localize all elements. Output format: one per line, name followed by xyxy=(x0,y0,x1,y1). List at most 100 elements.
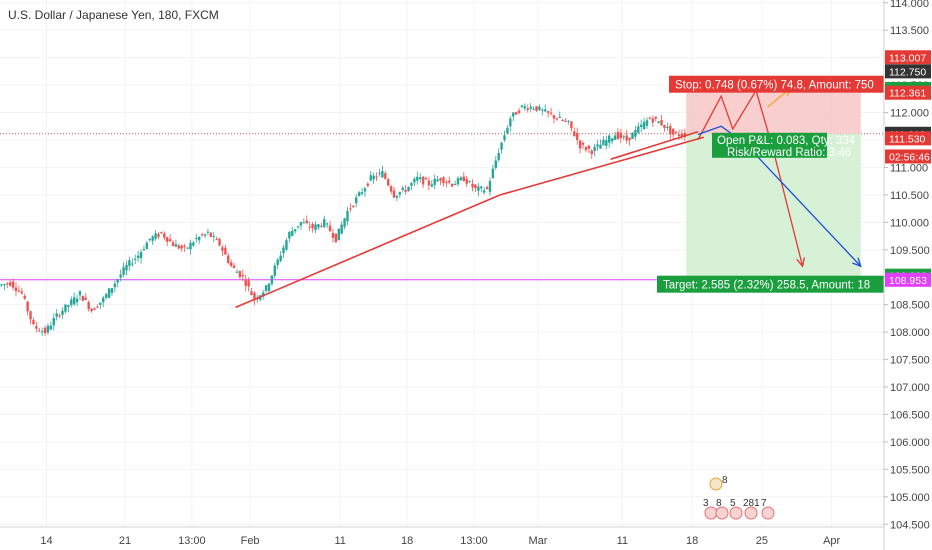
candle-body xyxy=(436,179,439,182)
y-tick-label: 105.000 xyxy=(890,492,930,504)
candle-body xyxy=(576,132,579,141)
candle-body xyxy=(203,234,207,236)
candle-body xyxy=(122,267,125,275)
y-tick-label: 110.500 xyxy=(890,190,929,202)
candle-body xyxy=(488,181,492,192)
candle-body xyxy=(387,179,390,186)
trendline xyxy=(235,194,501,309)
candle-body xyxy=(512,112,515,117)
candle-body xyxy=(293,229,297,232)
candle-body xyxy=(448,180,451,183)
candle-body xyxy=(267,283,271,291)
y-tick-label: 105.500 xyxy=(890,464,930,476)
candle-body xyxy=(384,173,387,179)
candle-body xyxy=(355,197,358,204)
candle-body xyxy=(683,132,687,138)
candle-body xyxy=(532,108,535,110)
candle-body xyxy=(642,121,646,129)
candle-body xyxy=(244,279,247,286)
event-marker-dot xyxy=(744,506,758,520)
candle-body xyxy=(485,187,489,189)
candle-body xyxy=(209,232,213,237)
candle-body xyxy=(113,283,117,288)
event-markers[interactable]: 83 8 5 281 7 xyxy=(703,475,775,520)
candle-body xyxy=(520,105,524,107)
candle-body xyxy=(418,177,422,180)
candle-body xyxy=(3,284,6,286)
candle-body xyxy=(581,143,585,145)
position-tool[interactable] xyxy=(686,92,861,276)
candle-body xyxy=(229,262,233,267)
candle-body xyxy=(616,131,620,139)
candle-body xyxy=(58,315,61,317)
x-tick-label: Mar xyxy=(528,535,547,547)
event-marker-dot xyxy=(715,506,729,520)
event-marker-flag xyxy=(709,477,723,491)
candle-body xyxy=(404,189,407,192)
candle-body xyxy=(663,124,666,129)
candle-body xyxy=(639,124,643,127)
price-badge xyxy=(885,85,931,100)
candle-body xyxy=(32,320,35,325)
stop-zone xyxy=(686,92,861,134)
candle-body xyxy=(93,308,96,310)
candle-body xyxy=(87,301,90,309)
projection-line xyxy=(697,88,804,267)
candle-body xyxy=(648,118,652,120)
candle-body xyxy=(171,242,175,247)
stop-label-box xyxy=(669,75,884,93)
candle-body xyxy=(23,295,26,299)
candle-body xyxy=(529,106,532,109)
candle-body xyxy=(70,299,73,305)
candle-body xyxy=(357,192,361,196)
candle-body xyxy=(352,205,355,207)
y-tick-label: 113.500 xyxy=(890,25,929,37)
candle-body xyxy=(398,192,402,195)
candle-body xyxy=(491,168,495,178)
pnl-label: Open P&L: 0.083, Qty: 334 xyxy=(717,135,856,147)
candle-body xyxy=(221,247,224,251)
candle-body xyxy=(183,245,186,247)
candle-body xyxy=(40,331,44,333)
y-tick-label: 106.000 xyxy=(890,437,930,449)
event-marker-label: 7 xyxy=(761,498,767,509)
x-tick-label: 11 xyxy=(335,535,346,547)
candle-body xyxy=(450,183,454,187)
y-tick-label: 107.000 xyxy=(890,382,930,394)
candle-body xyxy=(389,186,393,192)
x-axis[interactable]: 14 21 13:00 Feb 11 18 13:00 Mar 11 18 25 Apr xyxy=(40,535,840,547)
candle-body xyxy=(320,225,323,227)
trendlines[interactable] xyxy=(235,130,704,309)
candle-body xyxy=(308,226,311,228)
event-marker-label: 8 xyxy=(716,498,722,509)
candle-body xyxy=(311,224,314,229)
trendline xyxy=(499,136,704,196)
candle-body xyxy=(145,242,149,250)
candle-body xyxy=(506,127,509,134)
candle-body xyxy=(163,233,166,238)
y-axis[interactable]: 114.000113.500113.000112.500112.000111.5… xyxy=(884,0,930,531)
candle-body xyxy=(189,242,192,250)
candle-body xyxy=(497,153,500,161)
candle-body xyxy=(142,249,146,251)
candle-body xyxy=(212,236,215,238)
candle-body xyxy=(14,287,18,292)
candle-body xyxy=(587,145,591,149)
y-tick-label: 111.000 xyxy=(890,162,928,174)
candle-body xyxy=(660,120,663,126)
event-marker-label: 281 xyxy=(743,498,760,509)
event-marker-label: 3 xyxy=(703,498,709,509)
candle-body xyxy=(459,177,463,181)
y-tick-label: 114.000 xyxy=(890,0,929,10)
candle-body xyxy=(72,297,76,305)
candle-body xyxy=(578,140,582,149)
candle-body xyxy=(17,290,21,292)
candle-body xyxy=(570,121,573,129)
candle-body xyxy=(323,219,326,227)
candle-body xyxy=(480,186,483,189)
candle-body xyxy=(375,176,378,178)
candle-body xyxy=(238,270,242,278)
candle-body xyxy=(43,327,47,334)
event-marker-count: 8 xyxy=(722,475,728,486)
